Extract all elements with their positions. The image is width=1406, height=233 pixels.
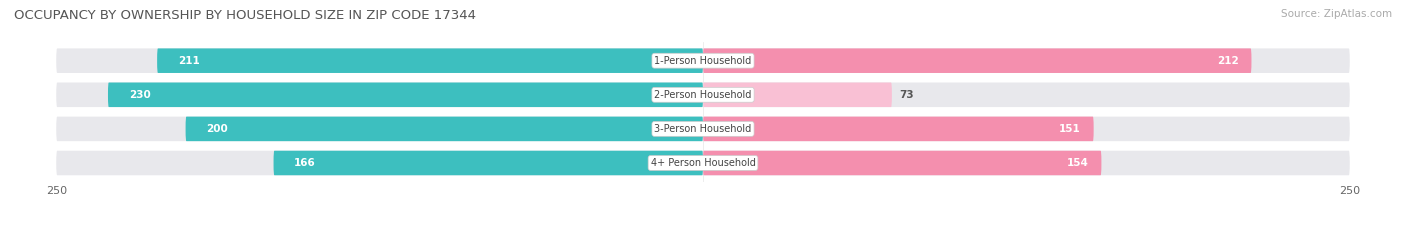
FancyBboxPatch shape: [56, 48, 1350, 73]
Text: 230: 230: [129, 90, 150, 100]
Text: 1-Person Household: 1-Person Household: [654, 56, 752, 66]
FancyBboxPatch shape: [274, 151, 703, 175]
Text: OCCUPANCY BY OWNERSHIP BY HOUSEHOLD SIZE IN ZIP CODE 17344: OCCUPANCY BY OWNERSHIP BY HOUSEHOLD SIZE…: [14, 9, 477, 22]
FancyBboxPatch shape: [703, 48, 1251, 73]
FancyBboxPatch shape: [56, 151, 1350, 175]
Text: 4+ Person Household: 4+ Person Household: [651, 158, 755, 168]
FancyBboxPatch shape: [56, 116, 1350, 141]
FancyBboxPatch shape: [157, 48, 703, 73]
Text: 154: 154: [1067, 158, 1088, 168]
Text: 200: 200: [207, 124, 228, 134]
Text: 166: 166: [294, 158, 316, 168]
FancyBboxPatch shape: [703, 82, 891, 107]
FancyBboxPatch shape: [703, 151, 1101, 175]
Text: Source: ZipAtlas.com: Source: ZipAtlas.com: [1281, 9, 1392, 19]
Text: 73: 73: [900, 90, 914, 100]
Text: 212: 212: [1216, 56, 1239, 66]
FancyBboxPatch shape: [703, 116, 1094, 141]
Text: 2-Person Household: 2-Person Household: [654, 90, 752, 100]
FancyBboxPatch shape: [56, 82, 1350, 107]
Text: 3-Person Household: 3-Person Household: [654, 124, 752, 134]
Text: 151: 151: [1059, 124, 1081, 134]
FancyBboxPatch shape: [186, 116, 703, 141]
Text: 211: 211: [177, 56, 200, 66]
FancyBboxPatch shape: [108, 82, 703, 107]
